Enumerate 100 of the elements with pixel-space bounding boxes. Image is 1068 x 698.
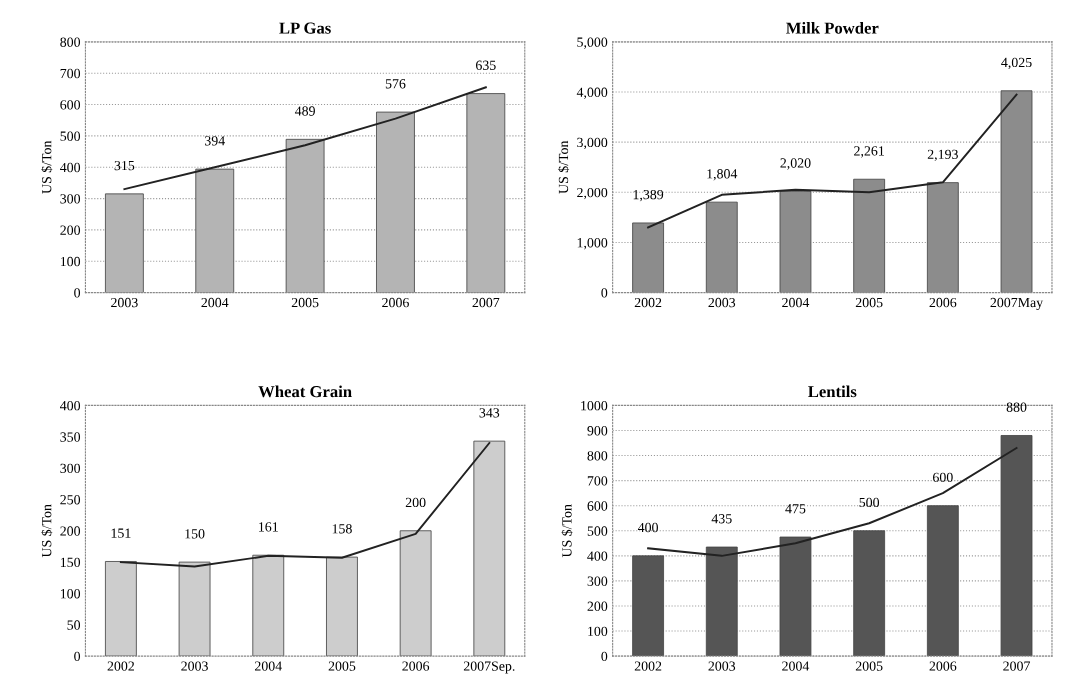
y-tick-label: 700 <box>60 68 81 79</box>
x-tick-label: 2005 <box>855 297 883 308</box>
y-tick-label: 800 <box>60 37 81 47</box>
bar <box>926 505 959 657</box>
data-label: 1,804 <box>707 169 738 181</box>
y-tick-label: 50 <box>67 620 81 630</box>
y-axis-title: US $/Ton <box>41 504 53 558</box>
x-tick-label: 2003 <box>111 297 138 308</box>
data-label: 4,025 <box>1001 57 1032 70</box>
y-tick-label: 100 <box>60 589 81 599</box>
bar <box>104 561 137 657</box>
data-label: 489 <box>294 106 315 116</box>
data-label: 600 <box>933 472 953 483</box>
x-tick-label: 2002 <box>634 297 662 308</box>
x-tick-label: 2004 <box>254 661 282 671</box>
y-tick-label: 100 <box>60 256 81 267</box>
x-tick-label: 2003 <box>708 661 736 671</box>
data-label: 394 <box>204 136 225 146</box>
data-label: 635 <box>476 60 496 70</box>
y-tick-label: 300 <box>60 463 81 474</box>
y-tick-label: 400 <box>60 400 81 411</box>
bar <box>779 536 812 657</box>
data-label: 435 <box>711 514 732 524</box>
data-label: 2,020 <box>780 158 811 170</box>
data-label: 151 <box>111 528 131 538</box>
bar <box>466 93 506 293</box>
y-tick-label: 400 <box>60 162 81 173</box>
bar <box>632 555 664 657</box>
y-tick-label: 300 <box>60 194 81 204</box>
data-label: 500 <box>859 497 880 508</box>
x-tick-label: 2007 <box>472 297 500 308</box>
bar <box>399 530 432 657</box>
x-tick-label: 2005 <box>328 661 356 671</box>
y-tick-label: 5,000 <box>577 37 608 49</box>
data-label: 475 <box>785 504 806 514</box>
y-tick-label: 0 <box>601 288 608 298</box>
bar <box>376 111 415 293</box>
y-tick-label: 0 <box>74 651 81 662</box>
y-tick-label: 200 <box>60 225 81 235</box>
y-tick-label: 2,000 <box>577 187 608 200</box>
bar <box>252 554 285 657</box>
x-tick-label: 2004 <box>782 297 810 308</box>
data-label: 2,193 <box>927 149 958 161</box>
y-tick-label: 700 <box>587 476 608 486</box>
bar <box>1000 435 1033 657</box>
y-tick-label: 600 <box>60 100 81 110</box>
data-label: 576 <box>385 79 406 89</box>
data-label: 1,389 <box>633 189 664 202</box>
y-tick-label: 1,000 <box>577 238 608 250</box>
bar <box>326 556 358 657</box>
y-tick-label: 1000 <box>581 400 608 411</box>
x-tick-label: 2004 <box>782 661 810 671</box>
bar <box>285 138 325 293</box>
y-tick-label: 400 <box>587 551 608 561</box>
data-label: 880 <box>1006 402 1027 412</box>
y-tick-label: 0 <box>74 288 81 298</box>
y-tick-label: 200 <box>587 601 608 611</box>
y-tick-label: 900 <box>587 426 608 436</box>
y-tick-label: 300 <box>587 576 608 586</box>
x-tick-label: 2007Sep. <box>463 661 515 674</box>
x-tick-label: 2004 <box>201 297 229 308</box>
x-tick-label: 2006 <box>382 297 409 308</box>
y-tick-label: 100 <box>588 626 608 636</box>
x-tick-label: 2006 <box>929 297 957 308</box>
y-tick-label: 0 <box>601 651 608 662</box>
data-label: 315 <box>114 160 135 171</box>
y-axis-title: US $/Ton <box>41 140 53 194</box>
y-axis-title: US $/Ton <box>557 140 570 194</box>
bar <box>705 546 738 657</box>
x-tick-label: 2006 <box>929 661 957 671</box>
chart-title: Lentils <box>808 385 857 398</box>
chart-title: Milk Powder <box>786 21 879 34</box>
data-label: 161 <box>259 522 278 532</box>
data-label: 400 <box>637 522 658 533</box>
y-tick-label: 3,000 <box>577 137 608 150</box>
y-tick-label: 350 <box>60 432 81 442</box>
x-tick-label: 2007 <box>1003 661 1031 671</box>
x-tick-label: 2005 <box>855 661 883 671</box>
y-tick-label: 500 <box>60 131 81 141</box>
bar <box>473 440 506 657</box>
x-tick-label: 2007May <box>990 297 1044 311</box>
x-tick-label: 2002 <box>107 661 135 671</box>
data-label: 200 <box>405 497 426 508</box>
y-tick-label: 800 <box>587 451 608 461</box>
y-axis-title: US $/Ton <box>561 504 573 558</box>
bar <box>178 561 211 657</box>
x-tick-label: 2006 <box>402 661 430 671</box>
y-tick-label: 150 <box>60 557 81 568</box>
x-tick-label: 2003 <box>708 297 736 308</box>
bar <box>853 530 886 657</box>
bar <box>104 193 144 293</box>
x-tick-label: 2005 <box>291 297 319 308</box>
data-label: 343 <box>479 408 500 418</box>
y-tick-label: 200 <box>60 526 81 536</box>
bar <box>195 168 235 293</box>
y-tick-label: 4,000 <box>576 87 608 99</box>
data-label: 158 <box>332 524 352 534</box>
x-tick-label: 2002 <box>634 661 662 671</box>
chart-title: Wheat Grain <box>258 385 352 398</box>
data-label: 150 <box>185 529 205 539</box>
